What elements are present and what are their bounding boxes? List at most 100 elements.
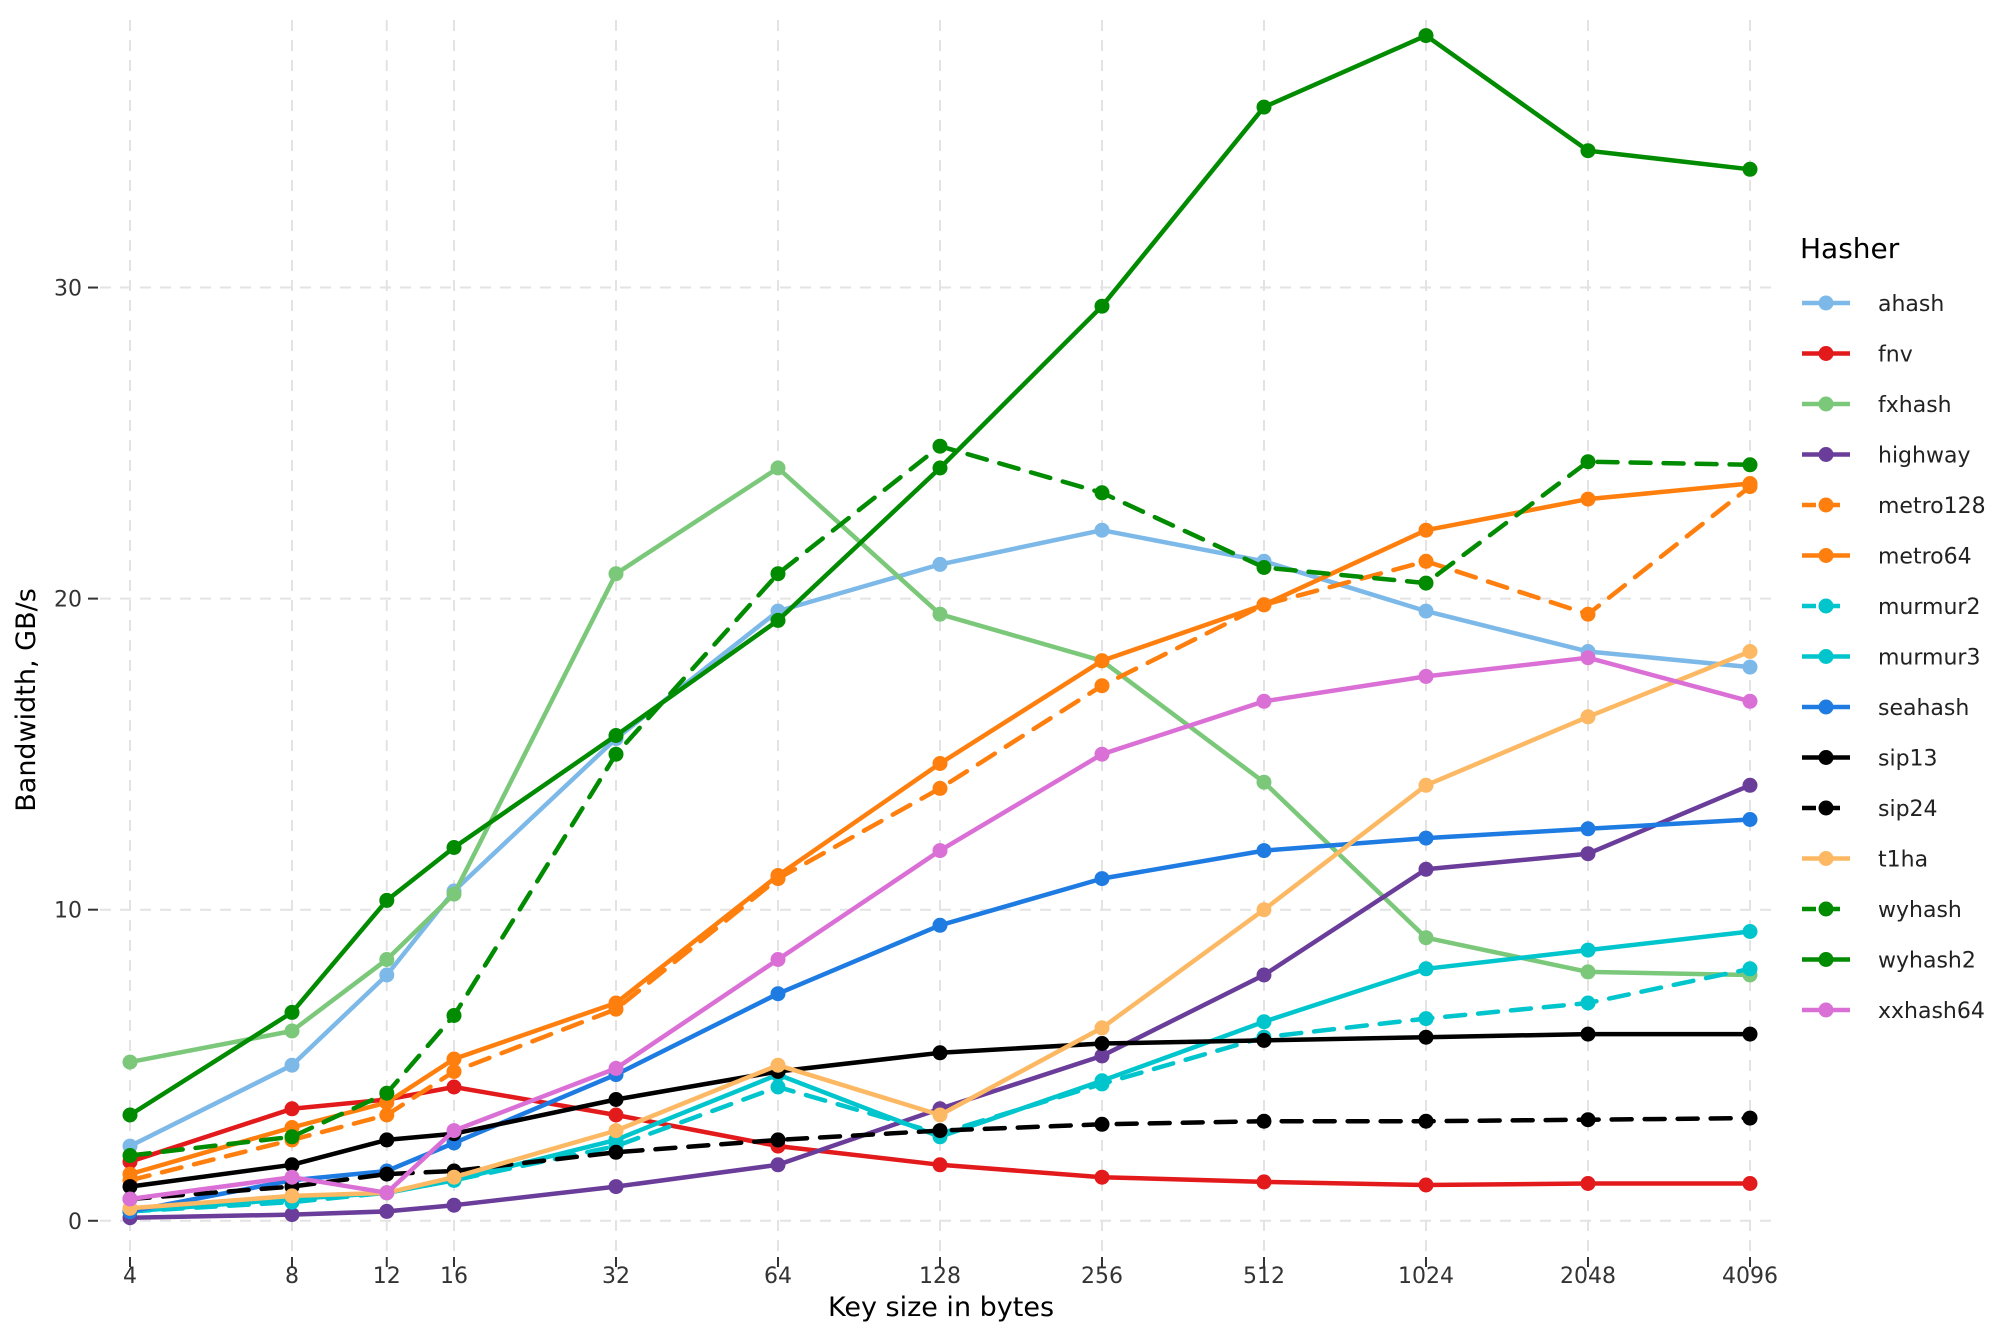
data-point-metro64 xyxy=(1580,491,1596,507)
x-tick-label: 12 xyxy=(373,1264,401,1289)
y-tick-label: 20 xyxy=(54,588,82,613)
data-point-sip13 xyxy=(122,1179,138,1195)
data-point-metro64 xyxy=(932,756,948,771)
data-point-sip24 xyxy=(1742,1110,1758,1126)
data-point-ahash xyxy=(1742,659,1758,675)
data-point-fnv xyxy=(1418,1177,1434,1193)
data-point-metro64 xyxy=(1256,597,1272,613)
legend-label: fxhash xyxy=(1878,393,1952,418)
legend-key-point xyxy=(1818,952,1834,967)
legend-item-sip24: sip24 xyxy=(1802,797,1938,822)
series-line-sip24 xyxy=(127,1115,1753,1202)
y-tick-label: 0 xyxy=(68,1210,82,1235)
data-point-sip13 xyxy=(379,1132,395,1148)
y-tick-label: 10 xyxy=(54,899,82,924)
series-xxhash64 xyxy=(122,650,1758,1207)
data-point-fxhash xyxy=(608,566,624,582)
data-point-xxhash64 xyxy=(770,952,786,967)
legend-item-metro128: metro128 xyxy=(1802,494,1986,519)
data-point-wyhash xyxy=(608,746,624,762)
data-point-sip13 xyxy=(1742,1026,1758,1042)
data-point-fnv xyxy=(1742,1176,1758,1191)
data-point-metro64 xyxy=(446,1051,462,1067)
legend-item-fxhash: fxhash xyxy=(1802,393,1952,418)
series-line-xxhash64 xyxy=(127,655,1753,1202)
legend-label: metro128 xyxy=(1878,494,1986,519)
data-point-fnv xyxy=(1256,1174,1272,1190)
data-point-wyhash2 xyxy=(1418,28,1434,44)
data-point-t1ha xyxy=(284,1188,300,1204)
series-line-metro128 xyxy=(127,484,1753,1183)
data-point-t1ha xyxy=(770,1057,786,1073)
legend-label: wyhash xyxy=(1878,898,1962,923)
legend-key-point xyxy=(1818,497,1834,513)
data-point-sip24 xyxy=(1256,1113,1272,1129)
legend-item-seahash: seahash xyxy=(1802,696,1969,721)
data-point-sip13 xyxy=(608,1092,624,1107)
data-point-fnv xyxy=(1094,1169,1110,1185)
legend-item-sip13: sip13 xyxy=(1802,747,1938,772)
data-point-sip13 xyxy=(1418,1029,1434,1045)
data-point-fxhash xyxy=(1418,930,1434,946)
legend-key-point xyxy=(1818,548,1834,563)
data-point-murmur2 xyxy=(770,1079,786,1095)
x-tick-label: 128 xyxy=(919,1264,961,1289)
data-point-metro64 xyxy=(1094,653,1110,669)
legend-label: sip24 xyxy=(1878,797,1938,822)
data-point-xxhash64 xyxy=(932,843,948,859)
data-point-t1ha xyxy=(1742,644,1758,659)
data-point-sip24 xyxy=(932,1123,948,1139)
data-point-fxhash xyxy=(379,952,395,967)
data-point-fnv xyxy=(608,1107,624,1123)
data-point-sip13 xyxy=(1580,1026,1596,1042)
data-point-sip24 xyxy=(1418,1113,1434,1129)
data-point-murmur3 xyxy=(1256,1014,1272,1030)
data-point-wyhash xyxy=(379,1085,395,1101)
series-line-seahash xyxy=(127,817,1753,1214)
data-point-metro128 xyxy=(1418,553,1434,569)
legend-label: xxhash64 xyxy=(1878,999,1985,1024)
data-point-wyhash xyxy=(284,1129,300,1145)
data-point-ahash xyxy=(379,967,395,983)
data-point-fxhash xyxy=(770,460,786,476)
legend-title: Hasher xyxy=(1800,232,1900,265)
legend-item-highway: highway xyxy=(1802,444,1970,469)
data-point-ahash xyxy=(1418,603,1434,619)
data-point-ahash xyxy=(284,1057,300,1073)
legend-key-point xyxy=(1818,649,1834,664)
data-point-metro128 xyxy=(446,1064,462,1079)
data-point-metro128 xyxy=(932,780,948,796)
series-wyhash2 xyxy=(122,28,1758,1123)
data-point-wyhash xyxy=(1742,457,1758,473)
data-point-wyhash xyxy=(1256,560,1272,575)
legend-key-point xyxy=(1818,447,1834,462)
data-point-wyhash2 xyxy=(932,460,948,476)
data-point-highway xyxy=(608,1179,624,1195)
data-point-fxhash xyxy=(122,1054,138,1070)
data-point-fxhash xyxy=(1256,774,1272,790)
data-point-fxhash xyxy=(284,1023,300,1039)
legend-label: fnv xyxy=(1878,343,1913,368)
data-point-ahash xyxy=(932,556,948,572)
data-point-xxhash64 xyxy=(1256,693,1272,709)
data-point-t1ha xyxy=(446,1169,462,1185)
data-point-seahash xyxy=(770,986,786,1002)
data-point-wyhash2 xyxy=(1580,143,1596,159)
data-point-wyhash xyxy=(1418,575,1434,591)
x-tick-label: 4 xyxy=(123,1264,137,1289)
legend-key-point xyxy=(1818,396,1834,412)
data-point-wyhash xyxy=(446,1008,462,1023)
legend-item-murmur2: murmur2 xyxy=(1802,595,1980,620)
series-line-t1ha xyxy=(127,649,1753,1211)
legend-item-ahash: ahash xyxy=(1802,292,1944,317)
data-point-wyhash2 xyxy=(770,612,786,628)
x-tick-label: 4096 xyxy=(1722,1264,1778,1289)
data-point-sip13 xyxy=(284,1157,300,1173)
data-point-murmur2 xyxy=(1580,995,1596,1011)
x-tick-label: 2048 xyxy=(1560,1264,1616,1289)
data-point-wyhash2 xyxy=(284,1004,300,1020)
legend-label: sip13 xyxy=(1878,747,1938,772)
series-line-metro64 xyxy=(127,481,1753,1177)
data-point-xxhash64 xyxy=(1580,650,1596,666)
